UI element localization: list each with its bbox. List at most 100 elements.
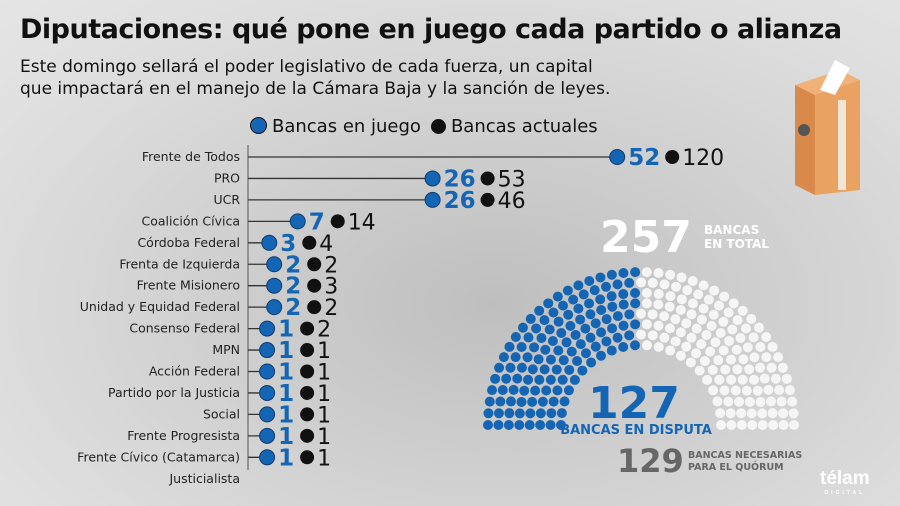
actuales-value: 1 — [317, 339, 331, 364]
seat — [747, 420, 758, 430]
seat — [647, 330, 658, 341]
seat — [706, 320, 717, 331]
seat — [710, 337, 721, 348]
seat-disputed — [494, 362, 505, 373]
seat-disputed — [577, 365, 588, 376]
seat-disputed — [548, 307, 559, 318]
seat-disputed — [510, 331, 521, 342]
en-juego-value: 2 — [285, 252, 301, 278]
seat-disputed — [607, 323, 618, 334]
seat — [773, 352, 784, 363]
category-label: Frente Misionero — [137, 278, 240, 293]
en-juego-value: 1 — [278, 317, 294, 343]
seat-disputed — [552, 291, 563, 302]
seat — [718, 345, 729, 356]
seat — [665, 269, 676, 280]
seat-disputed — [557, 374, 568, 385]
actuales-value: 46 — [498, 189, 526, 214]
category-label: Córdoba Federal — [137, 235, 240, 250]
seat — [768, 420, 779, 430]
seat — [696, 314, 707, 325]
actuales-value: 1 — [317, 361, 331, 386]
seat — [712, 396, 723, 407]
seat-disputed — [523, 332, 534, 343]
seat — [720, 364, 731, 375]
seat-disputed — [512, 373, 523, 384]
actuales-dot — [307, 257, 322, 272]
actuales-dot — [300, 321, 315, 336]
seat — [777, 362, 788, 373]
seat-disputed — [575, 339, 586, 350]
seat — [698, 280, 709, 291]
seat-disputed — [596, 304, 607, 315]
actuales-dot — [480, 192, 495, 207]
seat — [719, 385, 730, 396]
seat — [664, 323, 675, 334]
actuales-dot — [307, 278, 322, 293]
en-juego-dot — [259, 363, 276, 380]
seat — [714, 374, 725, 385]
seat-disputed — [537, 396, 548, 407]
en-juego-dot — [259, 406, 276, 423]
seat-disputed — [596, 350, 606, 361]
seat — [715, 328, 726, 339]
seat — [752, 385, 763, 396]
seat — [726, 354, 737, 365]
seat — [732, 315, 743, 326]
seat-disputed — [530, 385, 541, 396]
seat-disputed — [523, 374, 534, 385]
seat — [641, 319, 652, 330]
seat — [647, 309, 658, 320]
seat — [636, 308, 646, 319]
seat — [778, 408, 789, 419]
en-juego-value: 26 — [444, 188, 476, 214]
seat-disputed — [585, 332, 596, 343]
disputed-label: BANCAS EN DISPUTA — [560, 423, 712, 438]
en-juego-dot — [259, 427, 276, 444]
seat — [735, 333, 746, 344]
legend-item-en-juego: Bancas en juego — [250, 116, 421, 137]
seat-disputed — [525, 313, 536, 324]
seat — [665, 345, 676, 356]
en-juego-dot — [266, 277, 283, 294]
seat-disputed — [495, 396, 506, 407]
en-juego-value: 1 — [278, 338, 294, 364]
actuales-dot — [302, 235, 317, 250]
seat — [653, 299, 664, 310]
seat — [737, 374, 748, 385]
seat — [763, 384, 774, 395]
seat-disputed — [556, 420, 566, 430]
seat — [653, 342, 664, 353]
seat-disputed — [612, 311, 623, 322]
seat — [682, 285, 693, 296]
seat-disputed — [541, 385, 552, 396]
actuales-value: 2 — [317, 318, 331, 343]
seat-disputed — [596, 327, 607, 338]
seat-disputed — [514, 408, 525, 419]
seat — [734, 396, 745, 407]
seat-disputed — [584, 298, 595, 309]
actuales-value: 3 — [324, 275, 338, 300]
seat-disputed — [545, 354, 556, 365]
category-label: MPN — [212, 342, 240, 357]
seat-disputed — [490, 373, 501, 384]
seat-disputed — [548, 396, 559, 407]
seat — [641, 298, 652, 309]
actuales-value: 120 — [682, 146, 724, 171]
seat — [719, 291, 730, 302]
seat-disputed — [553, 316, 564, 327]
en-juego-value: 26 — [444, 166, 476, 192]
seat — [676, 294, 687, 305]
seat-disputed — [524, 420, 535, 430]
seat — [784, 385, 795, 396]
seat-disputed — [516, 362, 527, 373]
seat-disputed — [505, 396, 516, 407]
seat-disputed — [539, 315, 550, 326]
seat-disputed — [535, 420, 546, 430]
seat — [740, 323, 751, 334]
seat — [653, 268, 664, 279]
logo-text: télam — [820, 468, 870, 489]
actuales-dot — [300, 407, 315, 422]
seat-disputed — [585, 309, 596, 320]
